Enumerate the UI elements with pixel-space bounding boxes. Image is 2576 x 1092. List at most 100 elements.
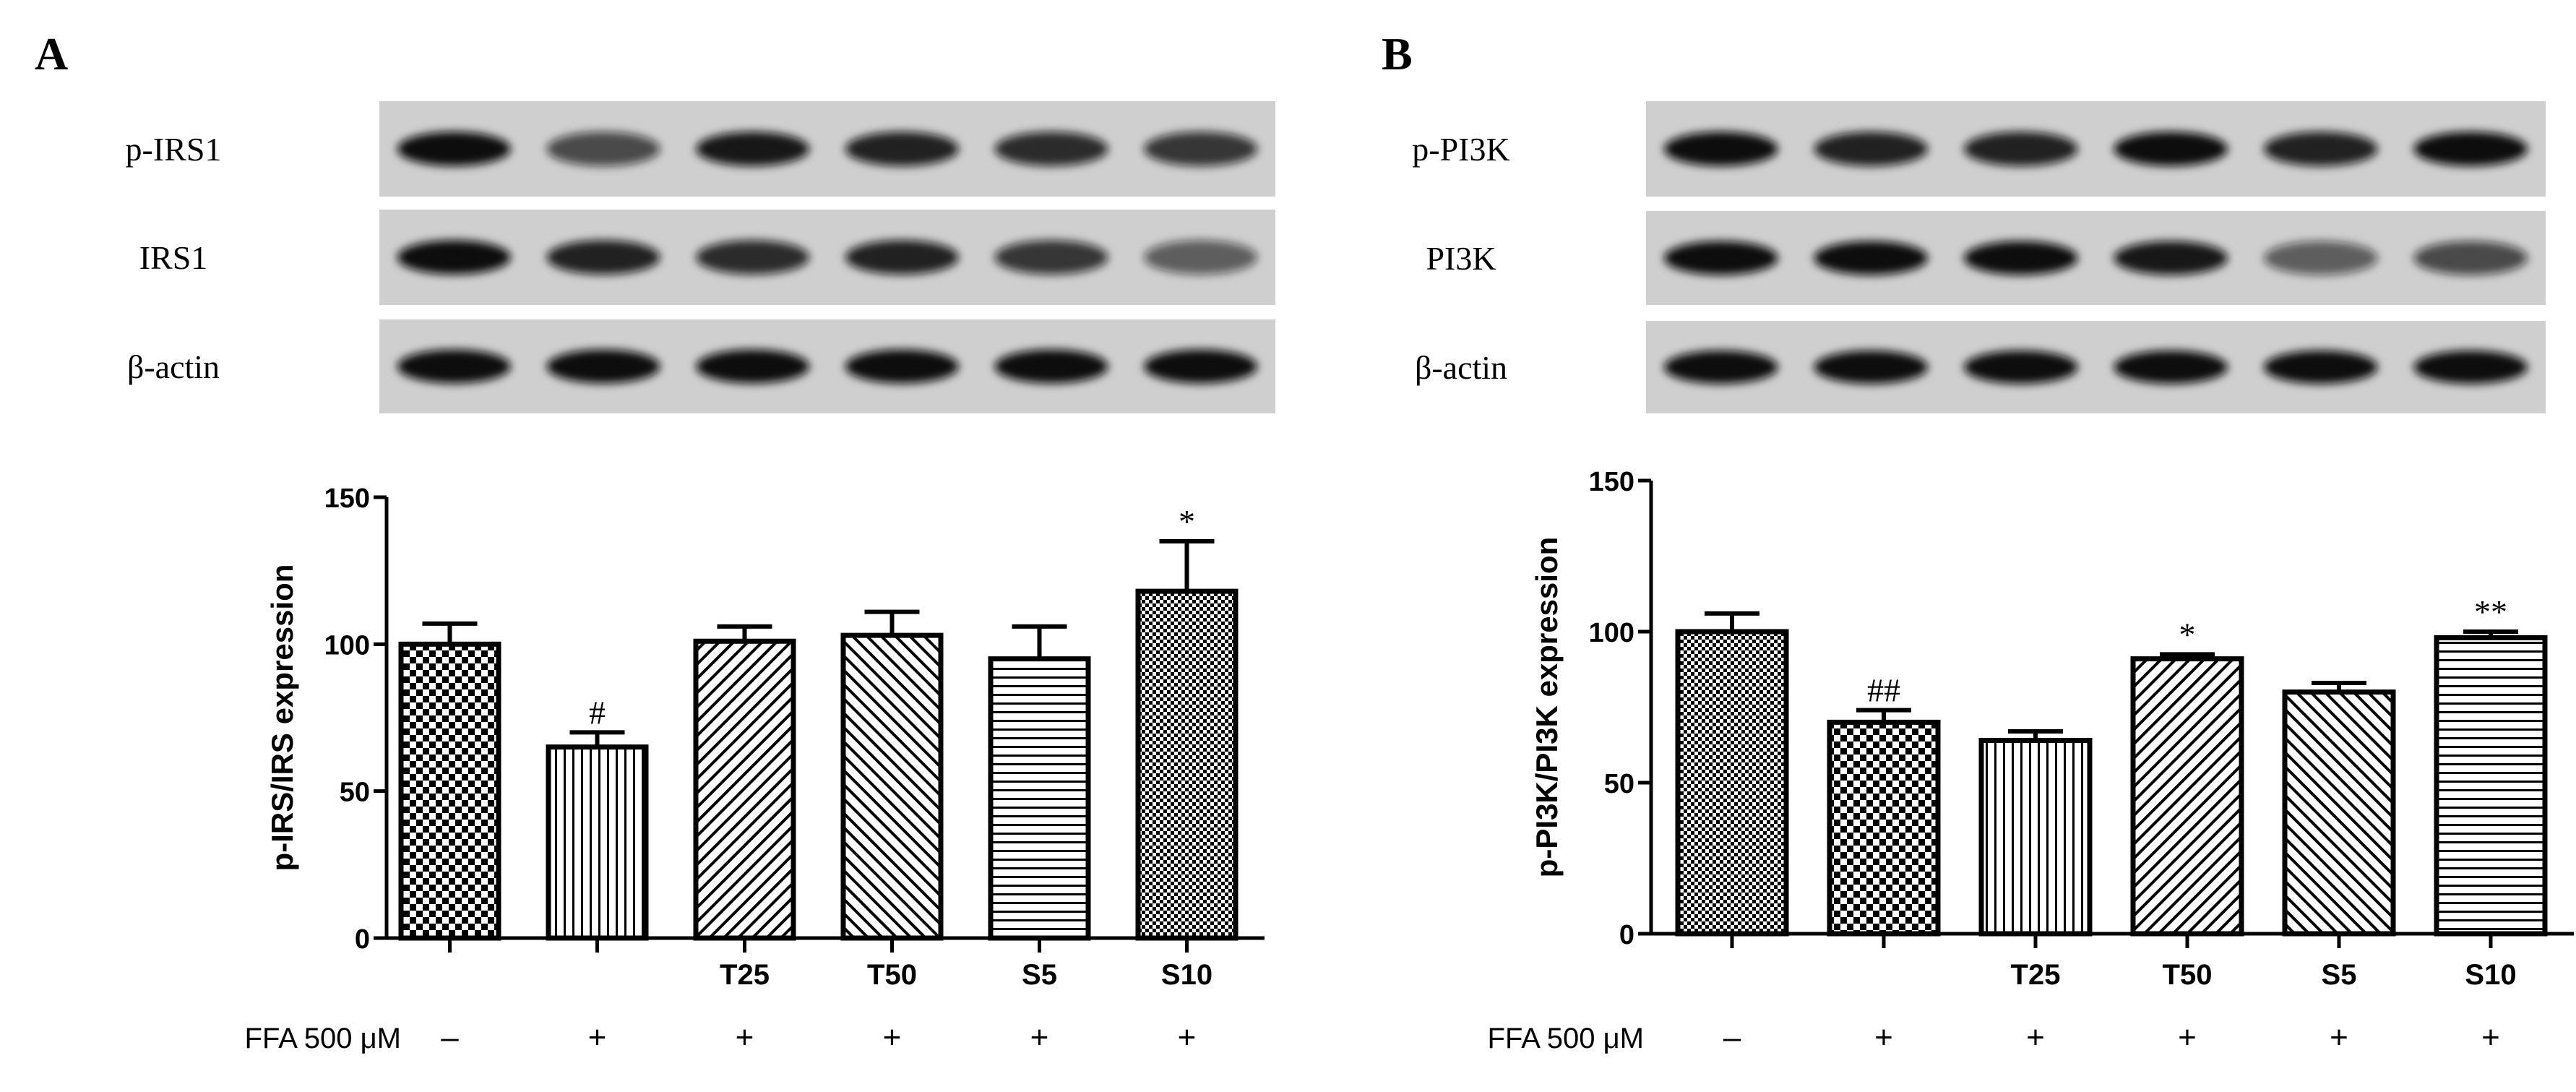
blot-band: [2263, 241, 2378, 275]
ffa-sign: +: [2178, 1020, 2197, 1055]
blot-label: p-PI3K: [1412, 131, 1509, 168]
y-tick-label: 50: [340, 778, 370, 808]
blot-band: [1814, 241, 1929, 275]
panel-b: p-PI3K PI3K β-actin 0 50 100 150 p-PI3K/PI3K ex…: [1412, 101, 2574, 1055]
blot-strip: [1646, 101, 2546, 197]
blot-label: β-actin: [127, 348, 220, 385]
significance-mark: **: [2474, 593, 2507, 630]
significance-mark: #: [589, 694, 606, 731]
blot-band: [1663, 241, 1778, 275]
x-tick-label: S5: [2322, 959, 2357, 991]
blot-band: [1663, 350, 1778, 384]
blot-band: [2413, 132, 2528, 166]
blot-band: [845, 349, 959, 384]
y-tick-label: 0: [1619, 920, 1634, 950]
ffa-sign: +: [1874, 1020, 1893, 1055]
blot-strip: [379, 101, 1275, 197]
blot-strip: [1646, 321, 2546, 413]
bar: [546, 744, 649, 941]
y-axis-label: p-PI3K/PI3K expression: [1530, 537, 1564, 878]
blot-band: [845, 240, 959, 275]
ffa-sign: +: [883, 1020, 902, 1055]
blot-band: [2413, 350, 2528, 384]
blot-band: [2114, 132, 2228, 166]
blot-band: [2114, 350, 2228, 384]
bar: [398, 641, 501, 941]
panel-letter-b: B: [1382, 28, 1413, 79]
blot-band: [397, 349, 511, 384]
blot-band: [397, 132, 511, 166]
blot-band: [2114, 241, 2228, 275]
blot-label: IRS1: [139, 239, 208, 276]
significance-mark: *: [1179, 503, 1195, 540]
blot-strip: [379, 319, 1275, 413]
panel-letter-a: A: [35, 28, 68, 79]
blot-band: [397, 240, 511, 275]
significance-mark: ##: [1867, 672, 1900, 709]
ffa-row-label: FFA 500 μM: [1488, 1023, 1644, 1054]
bar: [1675, 629, 1789, 937]
blot-band: [994, 132, 1108, 166]
x-tick-label: T50: [867, 959, 917, 991]
bar: [1827, 719, 1941, 937]
ffa-sign: +: [736, 1020, 754, 1055]
y-tick-label: 100: [1589, 618, 1634, 648]
ffa-sign: +: [2481, 1020, 2500, 1055]
blot-band: [1144, 132, 1258, 166]
blot-band: [2263, 350, 2378, 384]
blot-band: [1814, 350, 1929, 384]
ffa-sign: +: [588, 1020, 607, 1055]
blot-band: [2263, 132, 2378, 166]
blot-band: [696, 349, 810, 384]
x-tick-label: S10: [2465, 959, 2516, 991]
blot-band: [994, 240, 1108, 275]
blot-band: [546, 349, 660, 384]
ffa-sign: +: [1030, 1020, 1049, 1055]
blot-band: [1814, 132, 1929, 166]
blot-band: [546, 132, 660, 166]
blot-band: [546, 240, 660, 275]
blot-band: [1144, 349, 1258, 384]
significance-mark: *: [2179, 616, 2196, 653]
y-tick-label: 50: [1604, 769, 1634, 799]
blot-band: [1663, 132, 1778, 166]
ffa-sign: +: [2026, 1020, 2045, 1055]
bar: [2130, 656, 2244, 937]
blot-band: [1963, 350, 2078, 384]
bar: [2282, 689, 2396, 937]
blot-band: [696, 132, 810, 166]
x-tick-label: S5: [1022, 959, 1057, 991]
blot-band: [845, 132, 959, 166]
blot-band: [1963, 241, 2078, 275]
y-tick-label: 150: [1589, 467, 1634, 497]
ffa-sign: –: [441, 1020, 459, 1055]
y-tick-label: 100: [324, 630, 370, 661]
panel-a: p-IRS1 IRS1 β-actin 0 50 100 150 p-IRS/IRS expr…: [126, 101, 1275, 1055]
ffa-sign: +: [2330, 1020, 2348, 1055]
blot-label: β-actin: [1415, 349, 1507, 386]
bar: [988, 656, 1091, 941]
x-tick-label: T25: [2011, 959, 2061, 991]
bar: [1135, 588, 1239, 941]
bar: [2434, 635, 2548, 937]
blot-label: PI3K: [1426, 240, 1496, 277]
blot-band: [1144, 240, 1258, 275]
blot-band: [994, 349, 1108, 384]
ffa-sign: +: [1178, 1020, 1197, 1055]
y-tick-label: 150: [324, 483, 370, 514]
ffa-sign: –: [1723, 1020, 1741, 1055]
y-axis-label: p-IRS/IRS expression: [265, 564, 299, 872]
x-tick-label: S10: [1161, 959, 1212, 991]
blot-band: [2413, 241, 2528, 275]
blot-strip: [1646, 211, 2546, 305]
blot-strip: [379, 210, 1275, 305]
bar: [1978, 737, 2093, 937]
bar: [840, 632, 944, 941]
blot-band: [1963, 132, 2078, 166]
x-tick-label: T50: [2163, 959, 2213, 991]
x-tick-label: T25: [720, 959, 770, 991]
bar: [693, 638, 796, 941]
blot-band: [696, 240, 810, 275]
blot-label: p-IRS1: [126, 131, 222, 168]
